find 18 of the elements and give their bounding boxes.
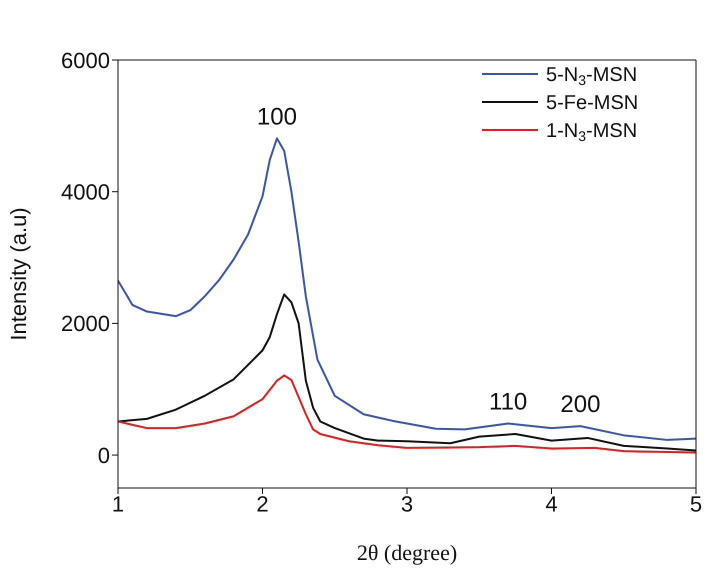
legend-label: 1-N$_{3}$-MSN <box>546 120 638 144</box>
legend-label: 5-Fe-MSN <box>546 92 638 114</box>
y-tick-label: 4000 <box>61 180 110 204</box>
x-tick-label: 2 <box>256 492 269 517</box>
legend-label: 5-N$_{3}$-MSN <box>546 64 638 88</box>
y-tick-label: 0 <box>98 442 110 468</box>
x-tick-label: 5 <box>690 492 702 517</box>
y-tick-label: 6000 <box>61 48 110 73</box>
line-series <box>118 374 696 454</box>
x-tick-label: 1 <box>112 492 124 517</box>
annotation: 100 <box>256 103 297 130</box>
x-tick-label: 4 <box>545 492 558 517</box>
y-tick-label: 2000 <box>61 311 110 336</box>
annotation: 200 <box>560 391 600 418</box>
y-axis-title: Intensity (a.u) <box>6 207 31 341</box>
x-axis-title: 2θ (degree) <box>356 540 458 565</box>
annotation: 110 <box>489 388 528 416</box>
x-tick-label: 3 <box>400 492 414 517</box>
